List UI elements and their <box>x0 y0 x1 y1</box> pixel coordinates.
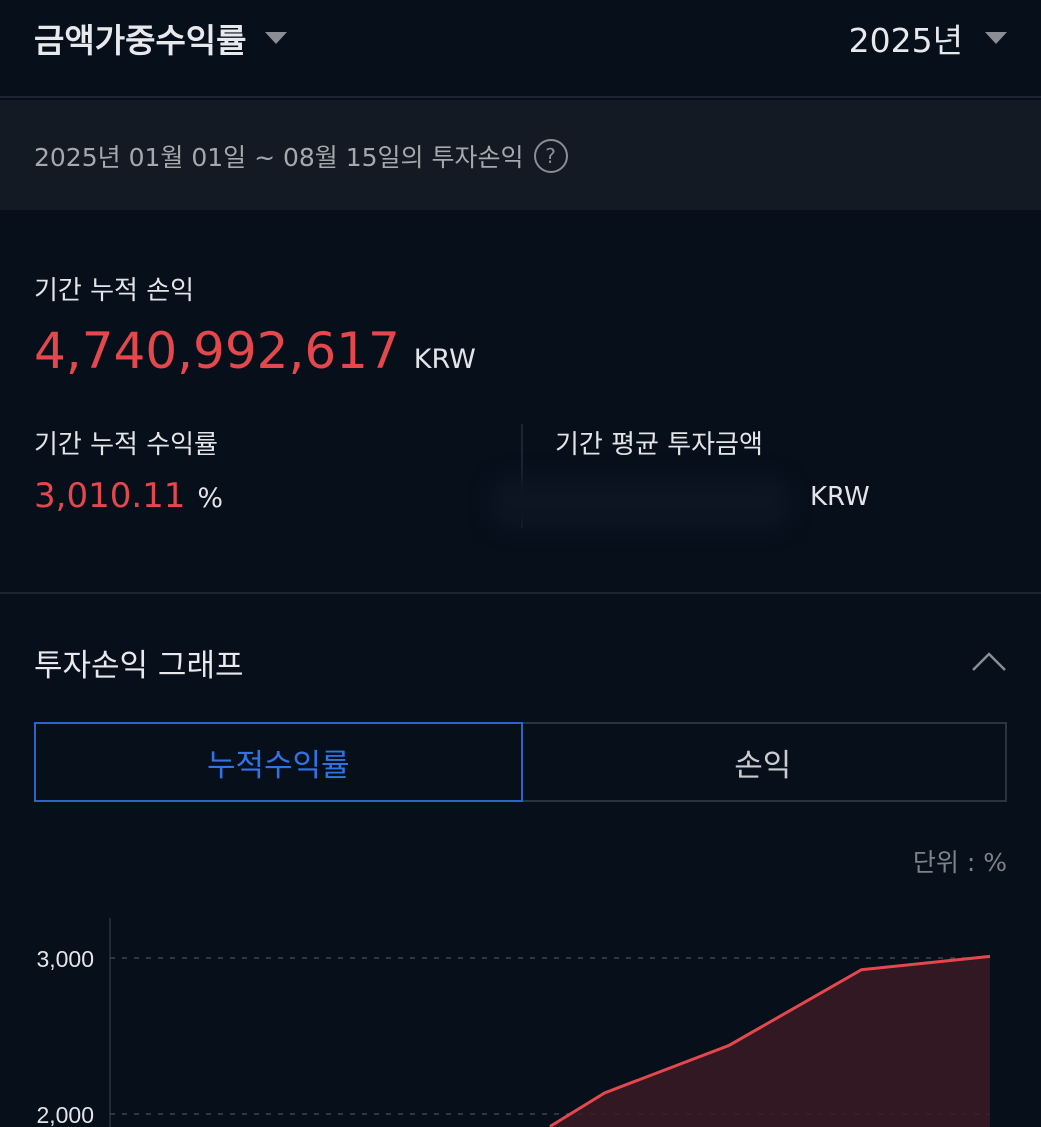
divider <box>0 592 1041 594</box>
graph-title: 투자손익 그래프 <box>34 648 244 684</box>
return-chart: 3,000 2,000 <box>36 918 991 1127</box>
period-text: 2025년 01월 01일 ~ 08월 15일의 투자손익 <box>34 143 524 172</box>
caret-down-icon <box>985 32 1007 44</box>
year-dropdown[interactable]: 2025년 <box>849 14 1007 62</box>
graph-tabs: 누적수익률 손익 <box>34 722 1007 802</box>
tab-cumulative-return[interactable]: 누적수익률 <box>34 722 523 802</box>
cum-pl: 4,740,992,617 KRW <box>34 322 476 380</box>
return-type-dropdown[interactable]: 금액가중수익률 <box>34 14 287 62</box>
cum-pl-unit: KRW <box>413 344 476 375</box>
avg-invest-unit: KRW <box>810 482 870 512</box>
tab-profit-loss[interactable]: 손익 <box>734 747 792 784</box>
y-tick-label: 2,000 <box>36 1102 94 1127</box>
cum-rate-value: 3,010.11 <box>34 476 186 516</box>
avg-invest-label: 기간 평균 투자금액 <box>555 430 763 460</box>
redacted-value <box>490 478 790 528</box>
header-bar: 금액가중수익률 2025년 <box>0 0 1041 98</box>
area-fill <box>550 956 990 1127</box>
cum-pl-value: 4,740,992,617 <box>34 322 400 380</box>
year-label: 2025년 <box>848 21 963 60</box>
return-type-label: 금액가중수익률 <box>34 21 247 60</box>
y-tick-label: 3,000 <box>36 946 94 972</box>
period-banner: 2025년 01월 01일 ~ 08월 15일의 투자손익 ? <box>0 100 1041 210</box>
cum-rate: 3,010.11 % <box>34 476 223 516</box>
chevron-up-icon[interactable] <box>971 646 1007 676</box>
divider <box>521 424 523 528</box>
cum-pl-label: 기간 누적 손익 <box>34 276 195 306</box>
help-icon[interactable]: ? <box>533 139 568 173</box>
caret-down-icon <box>264 32 287 44</box>
unit-label: 단위 : % <box>912 848 1007 877</box>
cum-rate-label: 기간 누적 수익률 <box>34 430 218 460</box>
cum-rate-unit: % <box>197 483 224 514</box>
